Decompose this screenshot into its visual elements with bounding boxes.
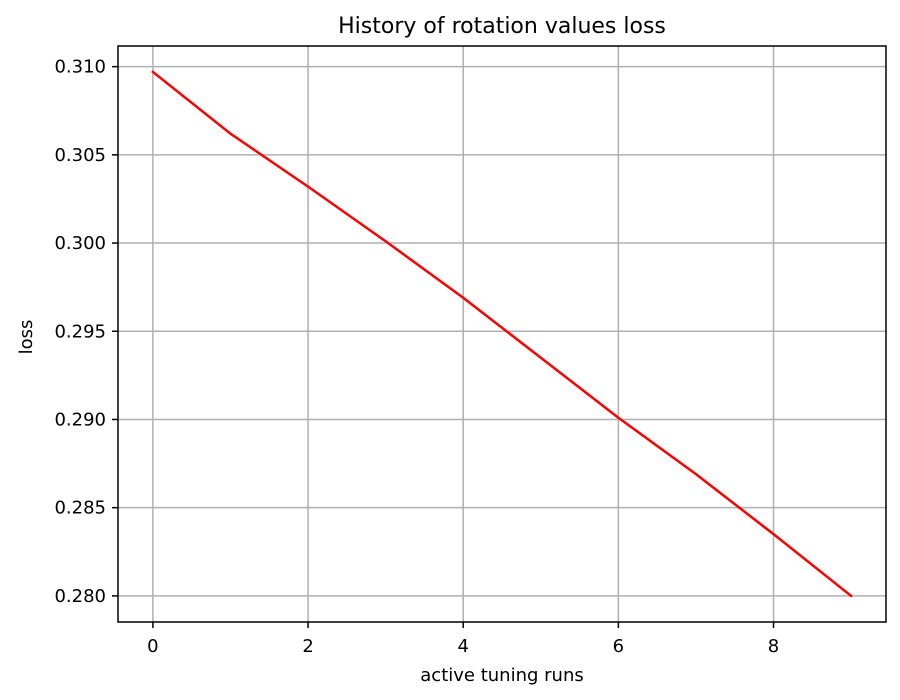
grid-lines bbox=[118, 46, 886, 622]
x-tick-label: 2 bbox=[302, 636, 313, 657]
y-tick-label: 0.295 bbox=[54, 321, 106, 342]
x-tick-label: 0 bbox=[147, 636, 158, 657]
plot-frame bbox=[117, 45, 887, 623]
y-tick-label: 0.280 bbox=[54, 586, 106, 607]
chart-title: History of rotation values loss bbox=[338, 14, 666, 39]
y-tick-label: 0.310 bbox=[54, 57, 106, 78]
series-line bbox=[151, 70, 853, 598]
x-tick-label: 4 bbox=[457, 636, 468, 657]
y-tick-label: 0.300 bbox=[54, 233, 106, 254]
y-tick-label: 0.305 bbox=[54, 145, 106, 166]
y-tick-label: 0.290 bbox=[54, 409, 106, 430]
y-axis-ticks: 0.280 0.285 0.290 0.295 0.300 0.305 0.310 bbox=[54, 57, 118, 607]
series-lines bbox=[151, 70, 853, 598]
x-tick-label: 6 bbox=[613, 636, 624, 657]
y-tick-label: 0.285 bbox=[54, 498, 106, 519]
x-axis-ticks: 0 2 4 6 8 bbox=[147, 622, 779, 657]
x-tick-label: 8 bbox=[768, 636, 779, 657]
y-axis-label: loss bbox=[16, 320, 37, 355]
x-axis-label: active tuning runs bbox=[420, 665, 583, 686]
